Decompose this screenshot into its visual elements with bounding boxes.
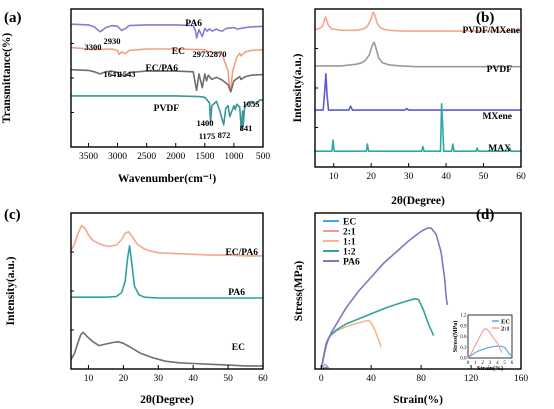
- x-axis-label: 2θ(Degree): [140, 394, 194, 406]
- panel-letter: (c): [4, 207, 21, 223]
- x-tick-label: 40: [441, 172, 451, 182]
- x-tick-label: 20: [119, 374, 129, 384]
- inset-series-line: [467, 345, 513, 359]
- peak-annotation: 1175: [199, 131, 216, 141]
- peak-annotation: 872: [218, 130, 231, 140]
- plot-frame: [70, 8, 264, 148]
- x-tick-label: 60: [516, 172, 526, 182]
- series-line-pa6: [71, 23, 263, 39]
- x-tick-label: 20: [366, 172, 376, 182]
- x-tick-label: 0: [319, 374, 324, 384]
- x-tick-label: 1000: [224, 152, 243, 162]
- y-axis-label: Transmittance(%): [1, 33, 13, 124]
- panel-letter: (a): [4, 10, 22, 26]
- inset-y-tick-label: 0.3: [460, 346, 467, 351]
- series-line-ec: [71, 331, 263, 367]
- peak-annotation: 2973: [193, 49, 210, 59]
- inset-x-tick-label: 3: [489, 361, 492, 366]
- inset-frame: [467, 314, 513, 359]
- series-label: PVDF: [487, 65, 513, 75]
- series-label: PA6: [228, 288, 245, 298]
- inset-x-tick-label: 0: [467, 361, 470, 366]
- peak-annotation: 1543: [119, 69, 136, 79]
- peak-annotation: 2930: [104, 36, 121, 46]
- x-axis-label: Strain(%): [393, 394, 443, 406]
- peak-annotation: 2870: [210, 49, 227, 59]
- series-line-pa6: [71, 245, 263, 299]
- inset-y-tick-label: 0.9: [460, 324, 467, 329]
- series-label: MAX: [488, 144, 511, 154]
- inset-x-tick-label: 2: [481, 361, 484, 366]
- inset-x-tick-label: 1: [474, 361, 477, 366]
- x-axis-label: 2θ(Degree): [391, 195, 445, 207]
- inset-x-tick-label: 6: [511, 361, 514, 366]
- series-line-pvdf-mxene: [315, 11, 521, 32]
- x-tick-label: 30: [154, 374, 164, 384]
- series-line-ec: [71, 46, 263, 90]
- inset-legend-entry: 2:1: [501, 326, 510, 333]
- legend-entry: 2:1: [343, 228, 356, 238]
- legend-entry: 1:1: [343, 238, 356, 248]
- x-tick-label: 60: [258, 374, 268, 384]
- inset-y-tick-label: 1.2: [460, 314, 467, 319]
- inset-y-tick-label: 0.0: [460, 357, 467, 362]
- inset-y-tick-label: 0.6: [460, 335, 467, 340]
- peak-annotation: 1055: [243, 99, 260, 109]
- legend-entry: PA6: [343, 258, 360, 268]
- series-line-pa6: [320, 227, 449, 369]
- panel-letter: (d): [476, 207, 494, 223]
- y-axis-label: Stress(MPa): [293, 261, 305, 322]
- x-tick-label: 3500: [79, 152, 98, 162]
- peak-annotation: 841: [240, 123, 253, 133]
- x-tick-label: 40: [188, 374, 198, 384]
- series-label: EC/PA6: [225, 248, 258, 258]
- inset-legend-entry: EC: [501, 319, 510, 326]
- series-line-1-2: [320, 297, 435, 369]
- series-line-ec-pa6: [71, 224, 263, 257]
- x-tick-label: 80: [416, 374, 426, 384]
- panel-letter: (b): [476, 10, 494, 26]
- series-label: EC/PA6: [145, 64, 178, 74]
- x-tick-label: 30: [404, 172, 414, 182]
- series-label: PVDF/MXene: [462, 26, 520, 36]
- series-line-1-1: [320, 319, 382, 369]
- x-tick-label: 1500: [195, 152, 214, 162]
- series-label: EC: [172, 47, 185, 57]
- plot-frame: [314, 212, 522, 370]
- peak-annotation: 1641: [104, 69, 121, 79]
- series-label: EC: [232, 343, 245, 353]
- inset-x-tick-label: 5: [503, 361, 506, 366]
- series-line-pvdf: [315, 41, 521, 68]
- inset-y-axis-label: Stress(MPa): [452, 321, 459, 353]
- legend-entry: 1:2: [343, 248, 356, 258]
- series-line-ec-pa6: [71, 68, 263, 93]
- legend-entry: EC: [343, 218, 356, 228]
- peak-annotation: 1400: [197, 118, 214, 128]
- series-label: PA6: [185, 19, 202, 29]
- y-axis-label: Intensity(a.u.): [292, 53, 304, 122]
- series-label: MXene: [482, 112, 512, 122]
- x-tick-label: 160: [514, 374, 529, 384]
- x-tick-label: 500: [256, 152, 271, 162]
- x-tick-label: 2000: [166, 152, 185, 162]
- inset-x-axis-label: Strain(%): [477, 365, 503, 372]
- y-axis-label: Intensity(a.u.): [5, 256, 17, 325]
- x-tick-label: 40: [366, 374, 376, 384]
- x-tick-label: 10: [329, 172, 339, 182]
- x-axis-label: Wavenumber(cm⁻¹): [118, 173, 216, 185]
- x-tick-label: 50: [479, 172, 489, 182]
- x-tick-label: 3000: [108, 152, 127, 162]
- peak-annotation: 3300: [85, 42, 102, 52]
- series-line-mxene: [315, 73, 521, 111]
- inset-series-line: [467, 327, 503, 359]
- x-tick-label: 120: [464, 374, 479, 384]
- series-label: PVDF: [154, 104, 180, 114]
- x-tick-label: 50: [223, 374, 233, 384]
- series-line-max: [315, 103, 521, 152]
- series-line-pvdf: [71, 95, 263, 132]
- x-tick-label: 10: [84, 374, 94, 384]
- x-tick-label: 2500: [137, 152, 156, 162]
- inset-x-tick-label: 4: [496, 361, 499, 366]
